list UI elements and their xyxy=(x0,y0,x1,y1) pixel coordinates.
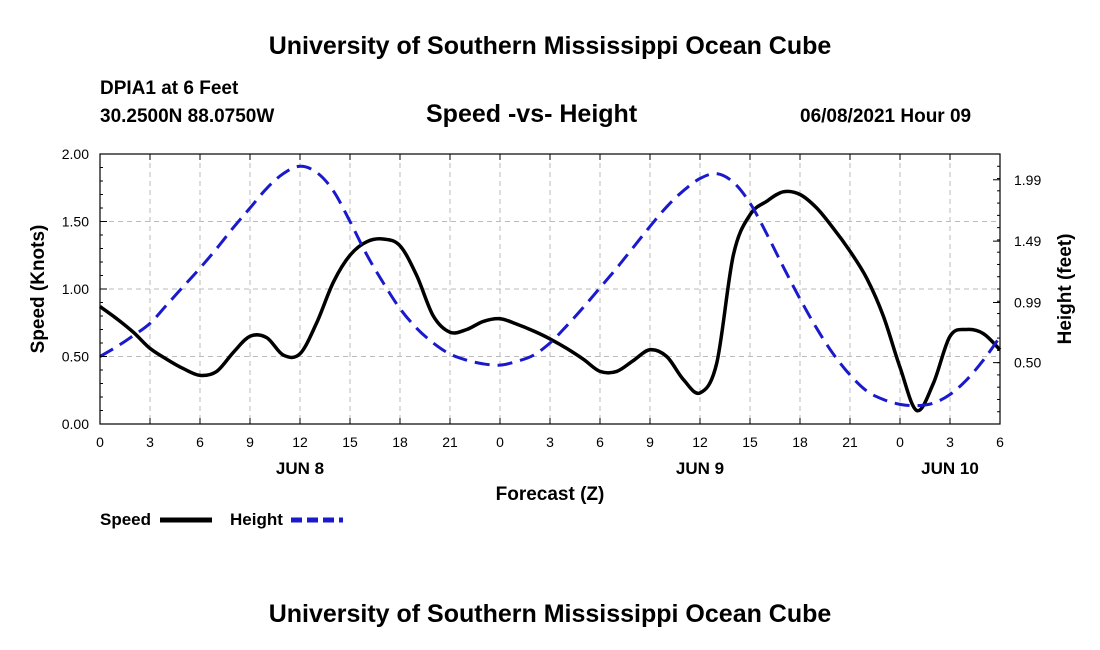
y-right-tick-label: 0.99 xyxy=(1014,295,1041,311)
y-left-tick-label: 0.50 xyxy=(62,349,89,365)
y-left-tick-label: 0.00 xyxy=(62,416,89,432)
x-tick-label: 21 xyxy=(442,434,458,450)
x-tick-label: 18 xyxy=(792,434,808,450)
grid xyxy=(100,154,1000,424)
legend: Speed Height xyxy=(100,510,343,529)
x-tick-label: 12 xyxy=(292,434,308,450)
y-right-tick-label: 1.49 xyxy=(1014,233,1041,249)
y-left-tick-label: 1.50 xyxy=(62,214,89,230)
x-tick-label: 15 xyxy=(742,434,758,450)
x-tick-label: 3 xyxy=(946,434,954,450)
station-label: DPIA1 at 6 Feet xyxy=(100,78,239,99)
legend-height-label: Height xyxy=(230,510,283,529)
x-tick-label: 6 xyxy=(596,434,604,450)
y-axis-right-title: Height (feet) xyxy=(1055,234,1076,345)
chart-subtitle: Speed -vs- Height xyxy=(426,100,638,128)
x-tick-label: 0 xyxy=(496,434,504,450)
x-tick-label: 18 xyxy=(392,434,408,450)
x-tick-label: 15 xyxy=(342,434,358,450)
datetime-label: 06/08/2021 Hour 09 xyxy=(800,106,972,127)
x-date-label: JUN 8 xyxy=(276,459,324,478)
x-tick-label: 21 xyxy=(842,434,858,450)
y-right-tick-label: 0.50 xyxy=(1014,355,1041,371)
axes xyxy=(99,153,1001,425)
footer-title: University of Southern Mississippi Ocean… xyxy=(268,600,832,628)
x-tick-label: 3 xyxy=(546,434,554,450)
y-right-tick-label: 1.99 xyxy=(1014,172,1041,188)
coordinates-label: 30.2500N 88.0750W xyxy=(100,106,275,127)
y-left-tick-label: 2.00 xyxy=(62,146,89,162)
x-axis-title: Forecast (Z) xyxy=(496,484,605,505)
x-tick-label: 6 xyxy=(996,434,1004,450)
x-tick-label: 0 xyxy=(96,434,104,450)
x-tick-label: 9 xyxy=(246,434,254,450)
y-axis-left-title: Speed (Knots) xyxy=(28,225,49,354)
axis-labels: Forecast (Z) Speed (Knots) Height (feet)… xyxy=(28,146,1076,505)
series-height-line xyxy=(99,164,1002,408)
x-tick-label: 0 xyxy=(896,434,904,450)
x-tick-label: 9 xyxy=(646,434,654,450)
series-speed-line xyxy=(98,189,1002,413)
legend-speed-label: Speed xyxy=(100,510,151,529)
chart-title: University of Southern Mississippi Ocean… xyxy=(268,32,832,60)
x-tick-label: 12 xyxy=(692,434,708,450)
series-layer xyxy=(98,164,1002,413)
x-date-label: JUN 10 xyxy=(921,459,979,478)
x-tick-label: 6 xyxy=(196,434,204,450)
x-tick-label: 3 xyxy=(146,434,154,450)
y-left-tick-label: 1.00 xyxy=(62,281,89,297)
x-date-label: JUN 9 xyxy=(676,459,724,478)
